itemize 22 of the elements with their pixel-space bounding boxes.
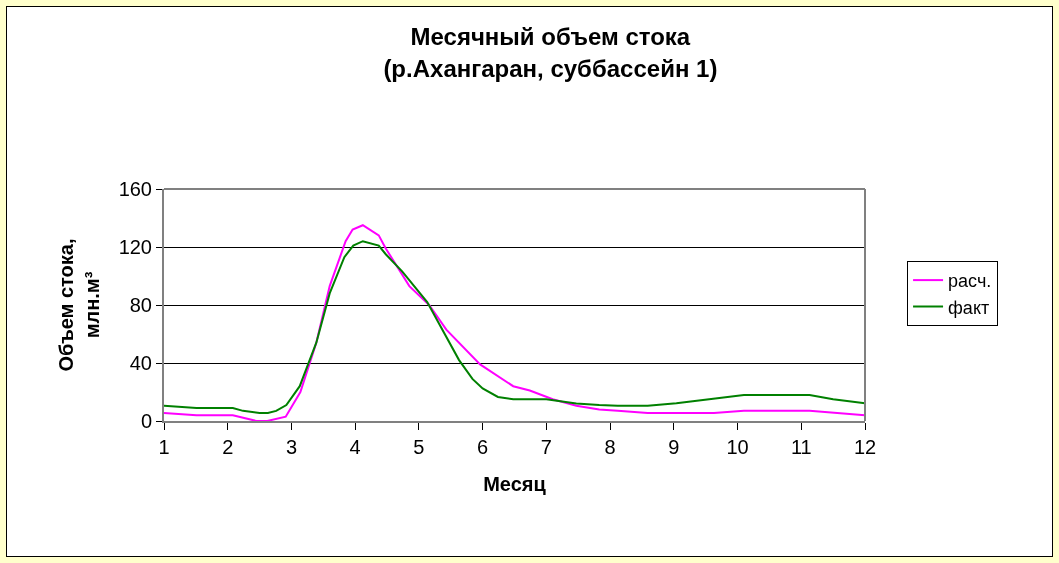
y-tick-label: 80: [129, 294, 152, 316]
x-tick-label: 5: [413, 436, 425, 458]
y-tick-label: 160: [118, 178, 152, 200]
x-tick-label: 2: [222, 436, 234, 458]
x-tick-label: 10: [726, 436, 749, 458]
x-tick-label: 12: [853, 436, 877, 458]
chart-title: Месячный объем стока (р.Ахангаран, суббассейн 1): [383, 23, 718, 82]
legend-label: факт: [948, 297, 990, 318]
x-tick-label: 4: [349, 436, 361, 458]
x-tick-label: 8: [604, 436, 616, 458]
x-tick-label: 6: [477, 436, 489, 458]
y-tick-label: 0: [140, 410, 152, 432]
x-axis-title: Месяц: [483, 473, 547, 495]
x-tick-label: 9: [668, 436, 680, 458]
y-tick-label: 120: [118, 236, 152, 258]
legend-label: расч.: [948, 271, 992, 292]
x-tick-label: 1: [158, 436, 170, 458]
y-axis-title: Объем стока, млн.м³: [54, 238, 103, 372]
x-tick-label: 11: [790, 436, 812, 458]
x-tick-label: 7: [540, 436, 552, 458]
y-tick-label: 40: [129, 352, 152, 374]
x-tick-label: 3: [285, 436, 298, 458]
